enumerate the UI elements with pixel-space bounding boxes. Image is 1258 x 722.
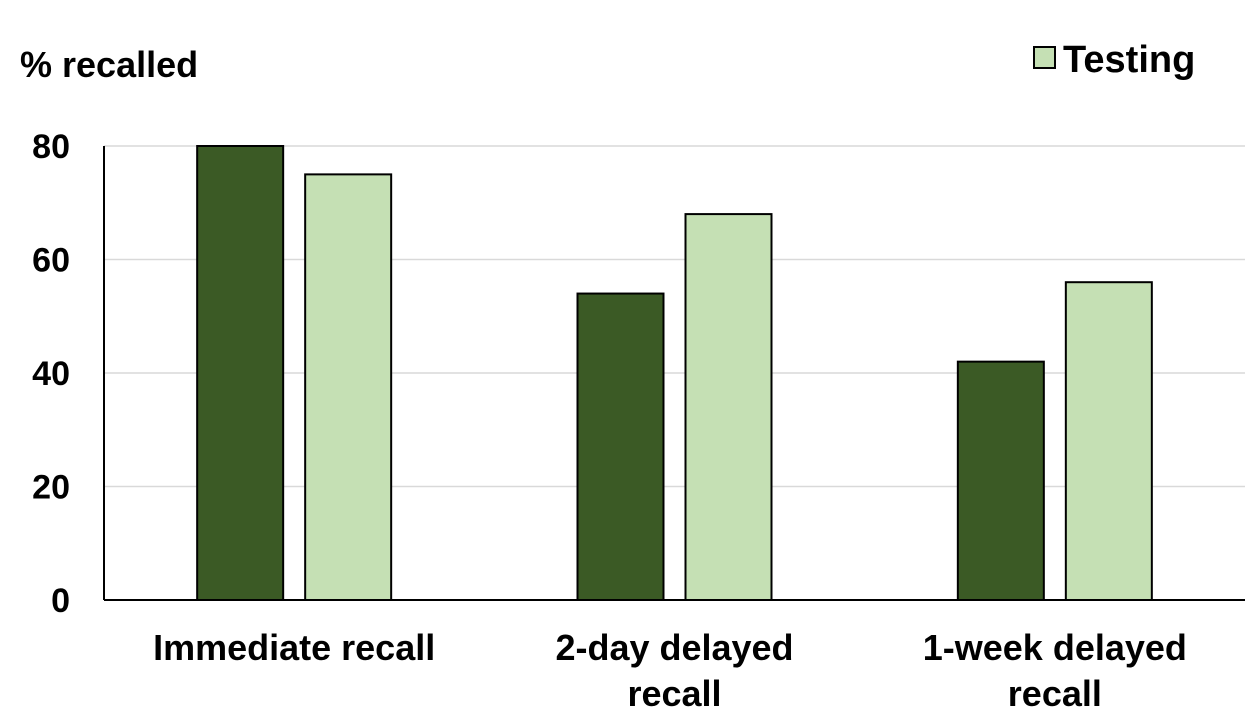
bar-testing-2 [684,213,773,601]
bar-studying-2 [576,292,665,601]
legend: Testing [1033,39,1195,81]
y-axis-title: % recalled [20,44,198,85]
y-tick-label-20: 20 [32,469,70,507]
y-tick-label-40: 40 [32,355,70,393]
x-category-label-2-line-2: recall [627,673,721,714]
x-category-label-3-line-1: 1-week delayed [923,627,1187,668]
legend-label-testing: Testing [1063,39,1195,81]
x-category-label-2-line-1: 2-day delayed [555,627,793,668]
bar-studying-3 [956,360,1045,601]
bar-studying-1 [196,145,285,601]
axes: 0 20 40 60 80 Immediate recall 2-day delayed re… [32,128,1245,714]
legend-swatch-testing [1033,46,1056,69]
x-category-label-1-line-1: Immediate recall [153,627,435,668]
y-tick-label-60: 60 [32,242,70,280]
y-tick-label-80: 80 [32,128,70,166]
bar-testing-3 [1064,281,1153,601]
bar-testing-1 [304,173,393,601]
x-category-label-3-line-2: recall [1008,673,1102,714]
gridlines [104,145,1245,488]
y-tick-label-0: 0 [51,582,70,620]
